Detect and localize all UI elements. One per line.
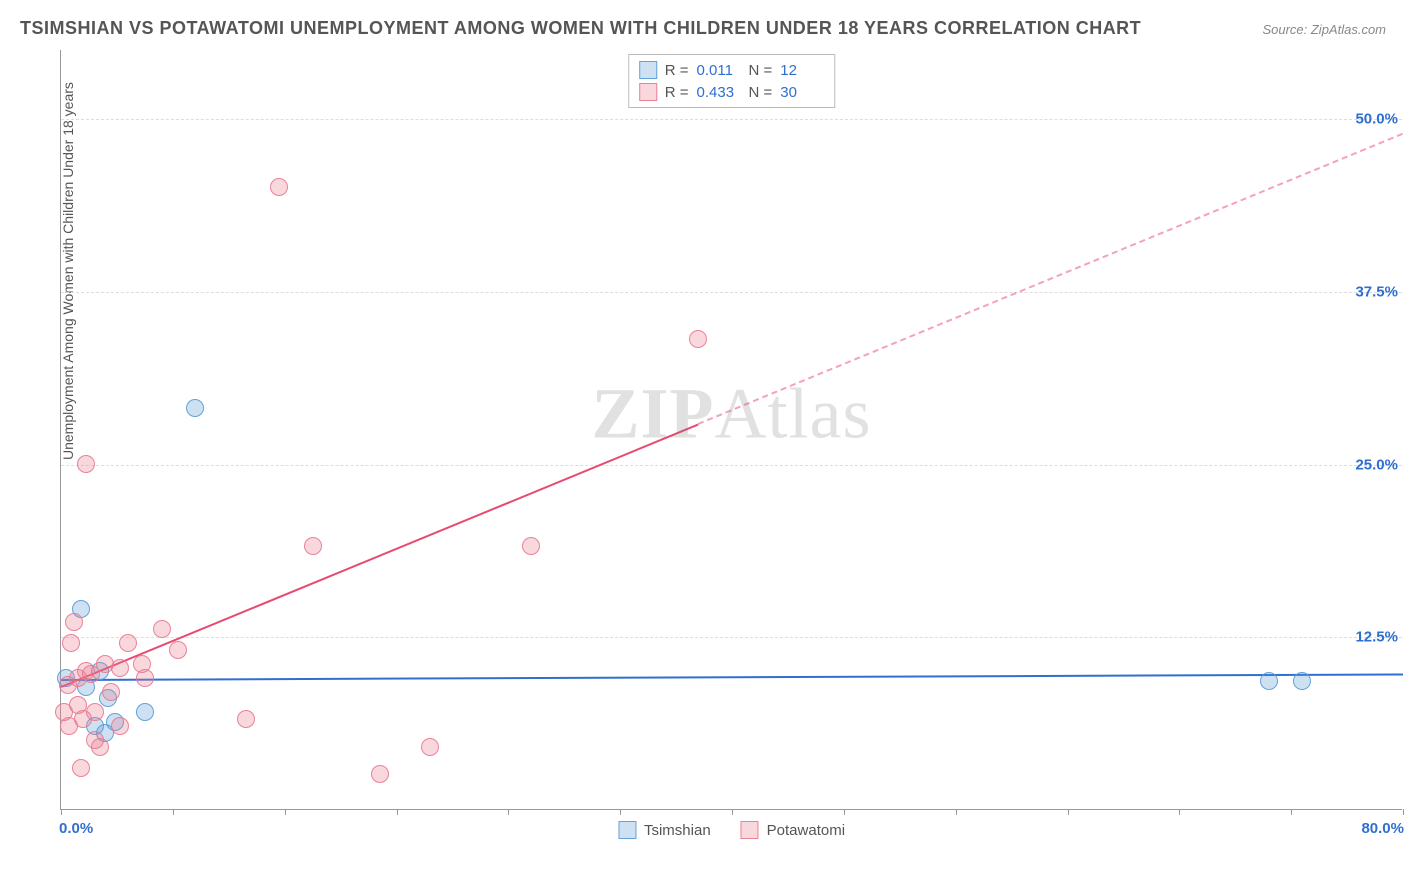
y-tick-label: 37.5% (1355, 283, 1404, 300)
legend-n-label: N = (749, 62, 773, 79)
x-axis-min-label: 0.0% (59, 820, 93, 837)
series-legend-item: Tsimshian (618, 821, 711, 839)
legend-r-label: R = (665, 62, 689, 79)
gridline (61, 292, 1402, 293)
data-point-potawatomi (65, 613, 83, 631)
data-point-potawatomi (62, 634, 80, 652)
data-point-potawatomi (153, 620, 171, 638)
data-point-potawatomi (237, 710, 255, 728)
trend-line-extrapolated (698, 133, 1403, 425)
data-point-potawatomi (304, 537, 322, 555)
data-point-potawatomi (136, 669, 154, 687)
data-point-potawatomi (111, 659, 129, 677)
trend-line (61, 423, 699, 687)
legend-r-value: 0.011 (697, 62, 741, 79)
data-point-potawatomi (689, 330, 707, 348)
series-legend-label: Potawatomi (767, 822, 845, 839)
data-point-tsimshian (186, 399, 204, 417)
data-point-potawatomi (119, 634, 137, 652)
data-point-tsimshian (136, 703, 154, 721)
x-tick (285, 809, 286, 815)
source-attribution: Source: ZipAtlas.com (1262, 22, 1386, 37)
data-point-potawatomi (72, 759, 90, 777)
series-legend-item: Potawatomi (741, 821, 845, 839)
data-point-potawatomi (86, 703, 104, 721)
x-tick (173, 809, 174, 815)
x-tick (61, 809, 62, 815)
chart-title: TSIMSHIAN VS POTAWATOMI UNEMPLOYMENT AMO… (20, 18, 1141, 39)
legend-swatch (639, 61, 657, 79)
x-tick (1403, 809, 1404, 815)
x-tick (844, 809, 845, 815)
data-point-potawatomi (102, 683, 120, 701)
x-tick (732, 809, 733, 815)
data-point-potawatomi (421, 738, 439, 756)
y-tick-label: 25.0% (1355, 456, 1404, 473)
data-point-potawatomi (371, 765, 389, 783)
data-point-potawatomi (91, 738, 109, 756)
watermark: ZIPAtlas (591, 373, 871, 456)
trend-line (61, 673, 1403, 681)
data-point-potawatomi (77, 455, 95, 473)
legend-r-value: 0.433 (697, 84, 741, 101)
data-point-potawatomi (111, 717, 129, 735)
x-tick (1179, 809, 1180, 815)
series-legend: Tsimshian Potawatomi (618, 821, 845, 839)
data-point-potawatomi (522, 537, 540, 555)
x-tick (1068, 809, 1069, 815)
legend-n-value: 30 (780, 84, 824, 101)
chart-container: Unemployment Among Women with Children U… (52, 50, 1402, 830)
legend-swatch (618, 821, 636, 839)
y-tick-label: 50.0% (1355, 111, 1404, 128)
legend-n-value: 12 (780, 62, 824, 79)
x-tick (1291, 809, 1292, 815)
data-point-tsimshian (1293, 672, 1311, 690)
x-axis-max-label: 80.0% (1361, 820, 1404, 837)
data-point-tsimshian (1260, 672, 1278, 690)
y-tick-label: 12.5% (1355, 629, 1404, 646)
legend-swatch (741, 821, 759, 839)
gridline (61, 637, 1402, 638)
plot-area: ZIPAtlas R =0.011N =12R =0.433N =30 0.0%… (60, 50, 1402, 810)
x-tick (508, 809, 509, 815)
legend-r-label: R = (665, 84, 689, 101)
data-point-potawatomi (270, 178, 288, 196)
gridline (61, 119, 1402, 120)
series-legend-label: Tsimshian (644, 822, 711, 839)
x-tick (956, 809, 957, 815)
legend-n-label: N = (749, 84, 773, 101)
data-point-potawatomi (169, 641, 187, 659)
gridline (61, 465, 1402, 466)
x-tick (397, 809, 398, 815)
correlation-legend: R = 0.011 N = 12 R = 0.433 N = 30 (628, 54, 836, 108)
legend-row-potawatomi: R = 0.433 N = 30 (639, 81, 825, 103)
legend-row-tsimshian: R = 0.011 N = 12 (639, 59, 825, 81)
x-tick (620, 809, 621, 815)
legend-swatch (639, 83, 657, 101)
